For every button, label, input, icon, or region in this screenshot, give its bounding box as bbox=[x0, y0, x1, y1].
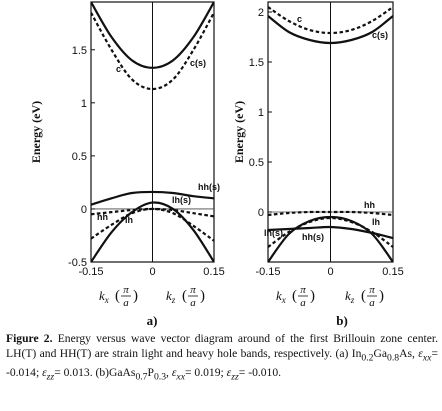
x-axis-label-kx: kx bbox=[276, 288, 286, 305]
y-tick-label: 2 bbox=[258, 7, 264, 19]
paren-open: ( bbox=[292, 288, 297, 304]
series-label-lh(s): lh(s) bbox=[264, 228, 283, 238]
caption-label: Figure 2. bbox=[6, 332, 53, 345]
y-tick-label: -0.5 bbox=[68, 257, 87, 269]
figure-caption: Figure 2. Energy versus wave vector diag… bbox=[6, 332, 438, 383]
series-label-c(s): c(s) bbox=[372, 30, 388, 40]
x-tick-label: 0.15 bbox=[203, 266, 224, 278]
y-tick-label: 0.5 bbox=[249, 157, 264, 169]
series-c(s)-curve bbox=[91, 2, 214, 69]
x-tick-label: -0.15 bbox=[255, 266, 280, 278]
x-axis-label-kz: kz bbox=[345, 288, 355, 305]
series-label-hh: hh bbox=[97, 212, 108, 222]
series-label-c: c bbox=[116, 64, 121, 74]
x-tick-label: 0 bbox=[149, 266, 155, 278]
series-label-c: c bbox=[297, 14, 302, 24]
paren-close: ) bbox=[310, 288, 315, 304]
panel-label: b) bbox=[336, 313, 348, 328]
y-tick-label: 1.5 bbox=[249, 57, 264, 69]
series-label-lh(s): lh(s) bbox=[172, 195, 191, 205]
frac-numerator: π bbox=[369, 284, 375, 296]
frac-denominator: a bbox=[123, 297, 129, 309]
series-label-c(s): c(s) bbox=[190, 58, 206, 68]
frac-numerator: π bbox=[190, 284, 196, 296]
series-label-hh(s): hh(s) bbox=[198, 182, 220, 192]
series-lh-curve bbox=[91, 207, 214, 242]
y-axis-label: Energy (eV) bbox=[232, 101, 246, 163]
series-label-hh(s): hh(s) bbox=[302, 232, 324, 242]
x-axis-label-kz: kz bbox=[166, 288, 176, 305]
series-c(s)-curve bbox=[268, 15, 393, 45]
frac-numerator: π bbox=[300, 284, 306, 296]
y-tick-label: 1 bbox=[81, 98, 87, 110]
series-label-lh: lh bbox=[125, 215, 133, 225]
series-label-hh: hh bbox=[364, 200, 375, 210]
x-tick-label: -0.15 bbox=[78, 266, 103, 278]
series-label-lh: lh bbox=[372, 217, 380, 227]
series-hh-curve bbox=[268, 210, 393, 217]
y-tick-label: 1 bbox=[258, 107, 264, 119]
frac-denominator: a bbox=[190, 297, 196, 309]
paren-close: ) bbox=[200, 288, 205, 304]
paren-close: ) bbox=[379, 288, 384, 304]
series-lh(s)-curve bbox=[91, 201, 214, 262]
y-tick-label: 0 bbox=[81, 204, 87, 216]
frac-numerator: π bbox=[123, 284, 129, 296]
paren-close: ) bbox=[133, 288, 138, 304]
y-axis-label: Energy (eV) bbox=[29, 101, 43, 163]
y-tick-label: 0 bbox=[258, 207, 264, 219]
paren-open: ( bbox=[115, 288, 120, 304]
y-tick-label: 0.5 bbox=[72, 151, 87, 163]
x-tick-label: 0.15 bbox=[382, 266, 403, 278]
paren-open: ( bbox=[361, 288, 366, 304]
series-c-curve bbox=[268, 6, 393, 35]
paren-open: ( bbox=[182, 288, 187, 304]
x-axis-label-kx: kx bbox=[99, 288, 109, 305]
series-hh(s)-curve bbox=[268, 225, 393, 240]
frac-denominator: a bbox=[369, 297, 375, 309]
x-tick-label: 0 bbox=[327, 266, 333, 278]
frac-denominator: a bbox=[300, 297, 306, 309]
series-c-curve bbox=[91, 12, 214, 91]
series-hh(s)-curve bbox=[91, 190, 214, 206]
y-tick-label: 1.5 bbox=[72, 45, 87, 57]
panel-label: a) bbox=[147, 313, 158, 328]
